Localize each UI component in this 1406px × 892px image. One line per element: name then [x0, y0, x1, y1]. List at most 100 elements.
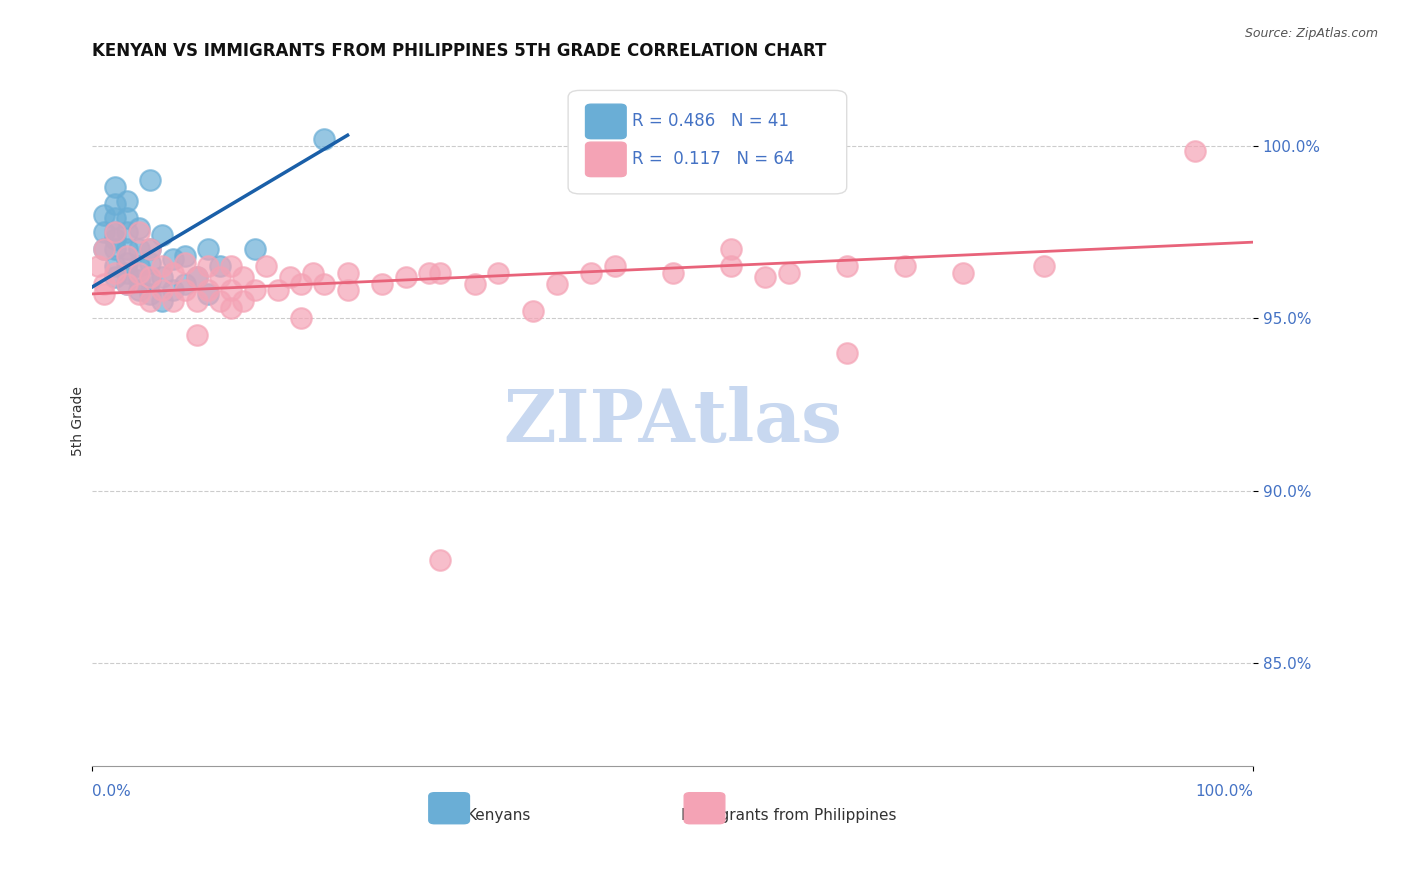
Point	[394, 269, 416, 284]
Point	[139, 256, 162, 270]
Point	[464, 277, 486, 291]
Point	[221, 260, 243, 274]
Point	[115, 194, 138, 208]
Point	[128, 242, 150, 256]
Point	[128, 225, 150, 239]
Point	[835, 345, 858, 359]
Point	[139, 173, 162, 187]
Point	[104, 225, 127, 239]
Point	[128, 221, 150, 235]
Point	[104, 242, 127, 256]
FancyBboxPatch shape	[585, 142, 626, 177]
Point	[162, 284, 184, 298]
Point	[104, 260, 127, 274]
Point	[429, 552, 451, 566]
Point	[893, 260, 915, 274]
Point	[150, 228, 173, 243]
Point	[661, 266, 683, 280]
Point	[254, 260, 277, 274]
Point	[104, 266, 127, 280]
Point	[720, 260, 742, 274]
Point	[150, 293, 173, 308]
Point	[186, 328, 208, 343]
Point	[197, 242, 219, 256]
Point	[186, 269, 208, 284]
Point	[197, 284, 219, 298]
Text: Kenyans: Kenyans	[467, 808, 530, 822]
Point	[139, 273, 162, 287]
Point	[186, 269, 208, 284]
FancyBboxPatch shape	[429, 793, 470, 823]
Text: R = 0.486   N = 41: R = 0.486 N = 41	[631, 112, 789, 130]
Point	[128, 273, 150, 287]
Point	[603, 260, 626, 274]
Point	[371, 277, 394, 291]
Point	[290, 311, 312, 326]
Text: ZIPAtlas: ZIPAtlas	[503, 386, 842, 457]
Point	[93, 286, 115, 301]
Point	[139, 293, 162, 308]
Point	[150, 284, 173, 298]
Point	[336, 266, 359, 280]
Point	[115, 256, 138, 270]
Point	[93, 225, 115, 239]
Point	[314, 277, 336, 291]
Point	[418, 266, 440, 280]
Point	[221, 301, 243, 315]
Point	[778, 266, 800, 280]
Point	[208, 293, 231, 308]
FancyBboxPatch shape	[585, 104, 626, 138]
Point	[93, 242, 115, 256]
Text: KENYAN VS IMMIGRANTS FROM PHILIPPINES 5TH GRADE CORRELATION CHART: KENYAN VS IMMIGRANTS FROM PHILIPPINES 5T…	[93, 42, 827, 60]
Point	[429, 266, 451, 280]
Point	[243, 242, 266, 256]
Point	[174, 277, 197, 291]
Point	[208, 269, 231, 284]
Point	[162, 293, 184, 308]
Point	[150, 260, 173, 274]
Point	[115, 266, 138, 280]
Point	[197, 286, 219, 301]
Point	[1033, 260, 1056, 274]
Point	[128, 266, 150, 280]
Point	[952, 266, 974, 280]
Point	[139, 269, 162, 284]
Point	[115, 277, 138, 291]
Point	[522, 304, 544, 318]
Point	[93, 277, 115, 291]
Point	[104, 211, 127, 225]
Point	[115, 225, 138, 239]
Point	[290, 277, 312, 291]
Point	[115, 277, 138, 291]
Point	[139, 242, 162, 256]
Point	[336, 284, 359, 298]
Point	[314, 131, 336, 145]
Point	[162, 252, 184, 267]
Point	[267, 284, 290, 298]
Point	[104, 180, 127, 194]
Point	[93, 242, 115, 256]
Text: 0.0%: 0.0%	[93, 784, 131, 798]
FancyBboxPatch shape	[568, 90, 846, 194]
Point	[232, 293, 254, 308]
Point	[208, 260, 231, 274]
Point	[87, 260, 110, 274]
Point	[104, 197, 127, 211]
Point	[546, 277, 568, 291]
Text: Source: ZipAtlas.com: Source: ZipAtlas.com	[1244, 27, 1378, 40]
Point	[720, 242, 742, 256]
Point	[128, 260, 150, 274]
Point	[186, 293, 208, 308]
Point	[1184, 144, 1206, 158]
Point	[243, 284, 266, 298]
Point	[174, 256, 197, 270]
Point	[197, 260, 219, 274]
Point	[581, 266, 603, 280]
FancyBboxPatch shape	[685, 793, 725, 823]
Text: Immigrants from Philippines: Immigrants from Philippines	[681, 808, 897, 822]
Point	[139, 242, 162, 256]
Point	[139, 286, 162, 301]
Point	[278, 269, 301, 284]
Point	[162, 266, 184, 280]
Point	[115, 211, 138, 225]
